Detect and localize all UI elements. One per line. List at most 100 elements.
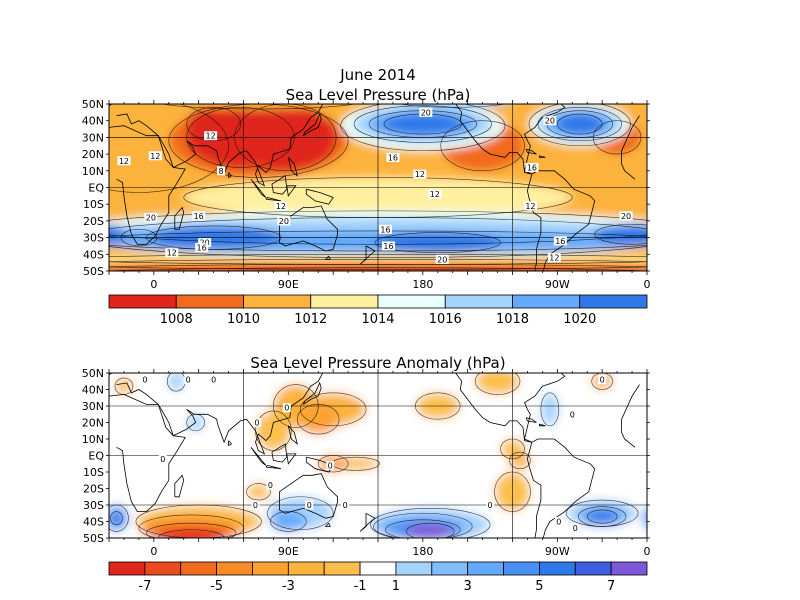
contour-label: 12 <box>150 152 160 161</box>
lat-label: 10N <box>82 433 104 446</box>
contour-label-box <box>251 500 260 510</box>
contour-label: 16 <box>380 225 390 234</box>
coastlines <box>109 373 640 538</box>
field-blob <box>0 177 34 217</box>
lat-label: 40N <box>82 115 104 128</box>
contour-label: 16 <box>555 237 565 246</box>
lon-label: 90E <box>278 545 299 558</box>
colorbar-swatch <box>610 561 648 576</box>
coastline <box>109 393 636 512</box>
contour-label-box <box>598 375 607 385</box>
contour-label-box <box>571 523 580 533</box>
colorbar-swatch <box>431 561 469 576</box>
slp-anomaly-map-panel: 0 0 0 0 0 0 0 0 0 0 0 0 0 0 0 0 50N 40N 30N 20N 10N EQ 10S 20S 3… <box>3 367 800 558</box>
lat-label: 20S <box>83 215 104 228</box>
coastline <box>305 188 334 205</box>
field-blob <box>725 414 743 431</box>
colorbar-swatch <box>252 561 289 576</box>
contour-label-box <box>419 107 433 117</box>
coastline <box>271 443 288 463</box>
lon-label: 180 <box>412 278 433 291</box>
contour-line <box>160 104 356 110</box>
field-blob <box>602 256 647 262</box>
lat-label: 10N <box>82 165 104 178</box>
contour-label: 16 <box>194 212 204 221</box>
coastline <box>279 205 338 252</box>
contour-line <box>540 392 560 427</box>
lat-label: 40S <box>83 248 104 261</box>
field-blob <box>587 509 618 524</box>
contour-label: 0 <box>268 481 273 490</box>
coastline <box>287 157 298 177</box>
field-blob <box>793 411 800 451</box>
coastline <box>324 255 331 260</box>
contour-label-box <box>378 224 392 234</box>
field-blob <box>246 483 271 501</box>
lat-label: 50N <box>82 367 104 380</box>
contour-label-box <box>619 211 633 221</box>
graticule <box>109 104 647 271</box>
contour-label: 12 <box>119 157 129 166</box>
field-blob <box>3 393 21 426</box>
contour-label: 0 <box>556 518 561 527</box>
contour-labels: 0 0 0 0 0 0 0 0 0 0 0 0 0 0 0 0 <box>140 375 607 533</box>
contour-label: 20 <box>279 217 289 226</box>
colorbar-label: -7 <box>138 579 151 594</box>
coastline <box>525 148 537 155</box>
contour-label: 16 <box>527 163 537 172</box>
lat-label: 30S <box>83 499 104 512</box>
contour-label: 8 <box>219 167 224 176</box>
field-blob <box>186 107 241 141</box>
field-blob <box>297 404 340 435</box>
colorbar-swatch <box>395 561 433 576</box>
colorbar-label: 1020 <box>563 312 596 327</box>
contour-line <box>440 120 525 172</box>
coastline <box>287 425 298 445</box>
slp-anomaly-colorbar: -7 -5 -3 -1 1 3 5 7 <box>108 561 648 594</box>
field-blob <box>677 515 782 541</box>
coastline <box>455 104 566 175</box>
field-blob <box>594 224 647 245</box>
field-blob <box>705 371 723 391</box>
colorbar-swatch <box>574 561 612 576</box>
contour-label-box <box>198 238 212 248</box>
coastline <box>250 447 267 466</box>
lon-label: 0 <box>150 545 157 558</box>
contour-line <box>353 105 492 143</box>
contour-line <box>246 483 271 501</box>
coastline <box>109 104 640 187</box>
contour-label-box <box>486 500 495 510</box>
contour-label-box <box>282 403 291 413</box>
field-blob <box>784 484 800 501</box>
contour-line <box>146 522 237 538</box>
contour-line <box>509 451 531 470</box>
contour-label: 20 <box>146 214 156 223</box>
field-blob <box>707 104 800 177</box>
field-blob <box>602 261 647 267</box>
field-blob <box>0 107 84 140</box>
contour-line <box>370 508 491 538</box>
contour-label: 16 <box>383 242 393 251</box>
contour-label: 12 <box>276 202 286 211</box>
contour-label-box <box>568 409 577 419</box>
contour-label: 0 <box>211 376 216 385</box>
contour-line <box>270 511 307 532</box>
coastline <box>324 522 331 527</box>
lat-label: 10S <box>83 466 104 479</box>
coastline <box>228 440 233 447</box>
chart-title-month: June 2014 <box>339 66 416 84</box>
colorbar-swatch <box>323 561 361 576</box>
coastline <box>174 474 185 498</box>
field-blob <box>653 378 671 395</box>
contour-label: 20 <box>200 239 210 248</box>
field-blob <box>725 107 779 140</box>
lat-label: EQ <box>88 182 104 195</box>
colorbar-swatch <box>243 294 312 309</box>
coastline <box>526 170 596 271</box>
coastline <box>539 155 546 158</box>
contour-label-box <box>204 131 218 141</box>
colorbar-label: 5 <box>535 579 543 594</box>
field-blob <box>475 373 520 395</box>
coastline <box>359 512 376 532</box>
